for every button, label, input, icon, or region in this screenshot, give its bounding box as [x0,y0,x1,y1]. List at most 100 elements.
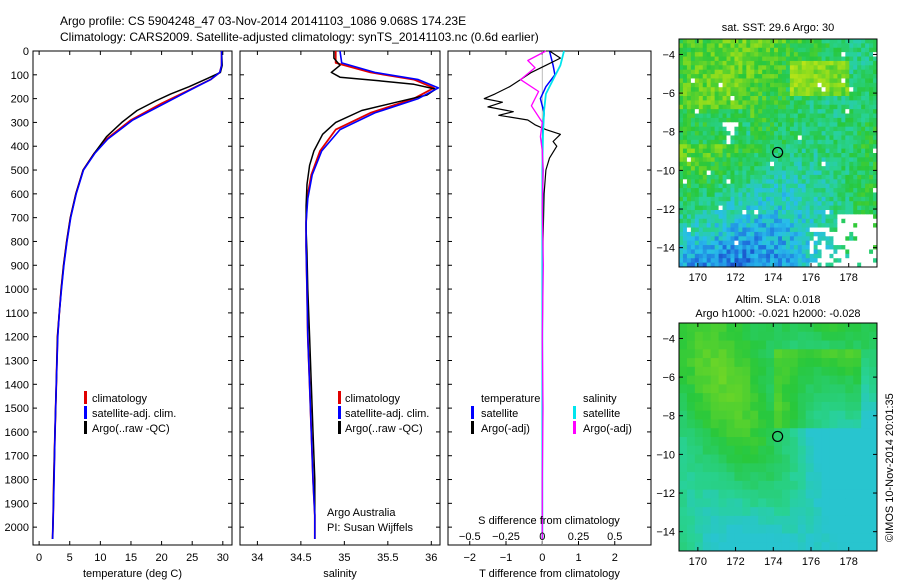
map-cell [861,472,870,482]
map-cell [679,113,684,119]
map-cell [698,47,704,53]
map-cell [706,157,712,163]
map-cell [837,410,846,420]
map-cell [813,480,823,491]
map-cell [726,507,735,517]
map-cell [845,87,850,93]
map-cell [853,253,858,259]
map-cell [825,65,830,71]
map-cell [686,131,692,136]
map-cell [873,179,878,185]
map-cell [746,249,751,255]
map-cell [873,122,878,128]
map-cell [789,524,799,534]
map-cell [758,231,763,237]
map-cell [718,253,724,259]
map-cell [849,196,854,202]
map-cell [829,498,838,508]
map-cell [853,349,862,359]
map-cell [797,100,803,106]
map-cell [758,126,763,132]
map-cell [726,174,731,180]
map-cell [853,472,862,482]
map-cell [730,227,735,233]
map-cell [785,205,791,211]
map-cell [781,47,787,53]
x-tick-label: 2 [612,552,618,564]
map-cell [718,489,728,499]
map-cell [679,507,688,517]
map-cell [734,78,739,84]
map-cell [774,122,779,128]
map-cell [734,153,739,158]
map-cell [726,214,731,220]
map-cell [770,231,775,237]
map-cell [793,87,799,93]
map-cell [865,210,870,215]
map-cell [750,192,755,198]
map-cell [706,231,712,237]
map-cell [738,82,743,88]
map-cell [778,157,783,163]
map-cell [706,262,712,268]
map-cell [865,214,870,220]
map-cell [682,60,688,66]
map-cell [781,507,791,517]
map-cell [746,223,751,229]
map-cell [738,192,743,198]
map-cell [738,91,743,97]
map-cell [718,524,728,534]
map-cell [698,65,704,71]
map-cell [738,161,743,167]
map-cell [686,331,696,342]
map-cell [734,463,743,473]
map-cell [849,214,854,220]
map-cell [785,87,791,93]
map-cell [778,144,783,150]
map-cell [726,109,731,115]
map-cell [698,96,704,101]
map-cell [805,498,815,508]
map-cell [774,153,779,158]
map-cell [710,148,716,154]
map-cell [718,218,724,224]
map-cell [865,188,870,193]
x-tick-label: 174 [764,272,782,284]
map-cell [801,249,807,255]
map-cell [726,192,731,198]
map-cell [702,463,712,473]
y-tick-label: 300 [11,117,29,129]
map-cell [682,52,688,58]
map-cell [825,60,830,66]
map-cell [837,480,846,491]
map-cell [702,236,708,242]
map-cell [785,96,791,101]
map-cell [679,524,688,534]
map-cell [774,445,783,456]
map-cell [686,480,696,491]
map-cell [857,240,862,246]
map-cell [805,262,811,268]
map-cell [821,117,827,123]
map-cell [865,117,870,123]
map-cell [869,69,874,75]
map-cell [789,454,799,464]
map-cell [785,113,791,119]
map-cell [785,139,791,145]
map-cell [690,196,696,202]
map-cell [734,515,743,526]
map-cell [825,153,830,158]
map-cell [833,262,838,268]
map-cell [734,52,739,58]
map-cell [789,258,795,264]
map-cell [829,236,834,242]
map-cell [793,74,799,79]
map-cell [778,179,783,185]
map-cell [762,188,767,193]
map-cell [722,78,728,84]
map-cell [829,463,838,473]
map-cell [861,157,866,163]
map-cell [778,126,783,132]
